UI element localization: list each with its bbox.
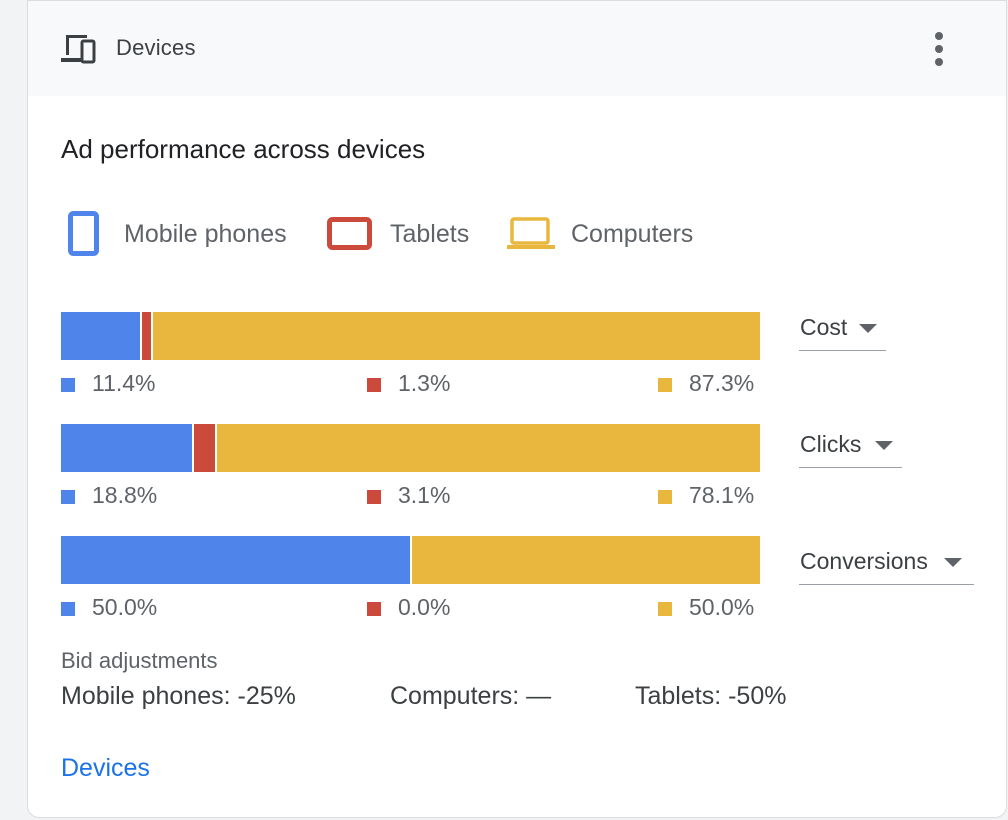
devices-card: Devices Ad performance across devices Mo…	[27, 0, 1007, 818]
bid-adjustment-mobile: Mobile phones: -25%	[61, 682, 296, 710]
mobile-phone-icon	[68, 211, 100, 262]
caret-down-icon	[875, 441, 893, 450]
cost-stacked-bar	[61, 312, 760, 360]
value-text: 87.3%	[689, 370, 755, 396]
value-text: 3.1%	[398, 482, 451, 508]
conversions-stacked-bar	[61, 536, 760, 584]
select-label: Clicks	[800, 431, 862, 457]
tablet-color-swatch	[367, 490, 381, 504]
bar-segment-mobile-phones	[61, 536, 410, 584]
computer-color-swatch	[658, 490, 672, 504]
legend-label: Computers	[571, 220, 694, 248]
bar-segment-tablets	[191, 424, 216, 472]
bid-adjustment-tablets: Tablets: -50%	[635, 682, 787, 710]
bar-segment-tablets	[140, 312, 152, 360]
bar-segment-computers	[215, 424, 760, 472]
mobile-color-swatch	[61, 378, 75, 392]
computer-color-swatch	[658, 378, 672, 392]
caret-down-icon	[859, 324, 877, 333]
computer-color-swatch	[658, 602, 672, 616]
conversions-metric-select[interactable]: Conversions	[799, 542, 974, 585]
tablet-color-swatch	[367, 378, 381, 392]
devices-link[interactable]: Devices	[61, 754, 150, 782]
legend-label: Tablets	[390, 220, 470, 248]
select-label: Conversions	[800, 548, 928, 574]
laptop-icon	[506, 217, 556, 256]
legend-label: Mobile phones	[124, 220, 287, 248]
bid-adjustments-heading: Bid adjustments	[61, 648, 218, 673]
value-text: 18.8%	[92, 482, 158, 508]
value-text: 11.4%	[92, 370, 156, 396]
bid-adjustment-computers: Computers: —	[390, 682, 552, 710]
more-vert-icon[interactable]	[924, 29, 954, 69]
tablet-icon	[327, 217, 373, 256]
card-header: Devices	[28, 1, 1006, 96]
conversions-values: 50.0% 0.0% 50.0%	[61, 593, 761, 623]
devices-icon	[60, 31, 96, 70]
value-text: 0.0%	[398, 594, 451, 620]
clicks-stacked-bar	[61, 424, 760, 472]
clicks-values: 18.8% 3.1% 78.1%	[61, 481, 761, 511]
select-label: Cost	[800, 314, 848, 340]
value-text: 78.1%	[689, 482, 755, 508]
caret-down-icon	[944, 558, 962, 567]
clicks-metric-select[interactable]: Clicks	[799, 425, 902, 468]
value-text: 50.0%	[689, 594, 755, 620]
bar-segment-mobile-phones	[61, 312, 141, 360]
mobile-color-swatch	[61, 602, 75, 616]
value-text: 1.3%	[398, 370, 451, 396]
bar-segment-mobile-phones	[61, 424, 192, 472]
cost-values: 11.4% 1.3% 87.3%	[61, 369, 761, 399]
tablet-color-swatch	[367, 602, 381, 616]
value-text: 50.0%	[92, 594, 158, 620]
card-title: Ad performance across devices	[61, 134, 426, 164]
card-header-title: Devices	[116, 35, 196, 60]
bar-segment-computers	[409, 536, 760, 584]
mobile-color-swatch	[61, 490, 75, 504]
bar-segment-computers	[151, 312, 760, 360]
cost-metric-select[interactable]: Cost	[799, 308, 886, 351]
